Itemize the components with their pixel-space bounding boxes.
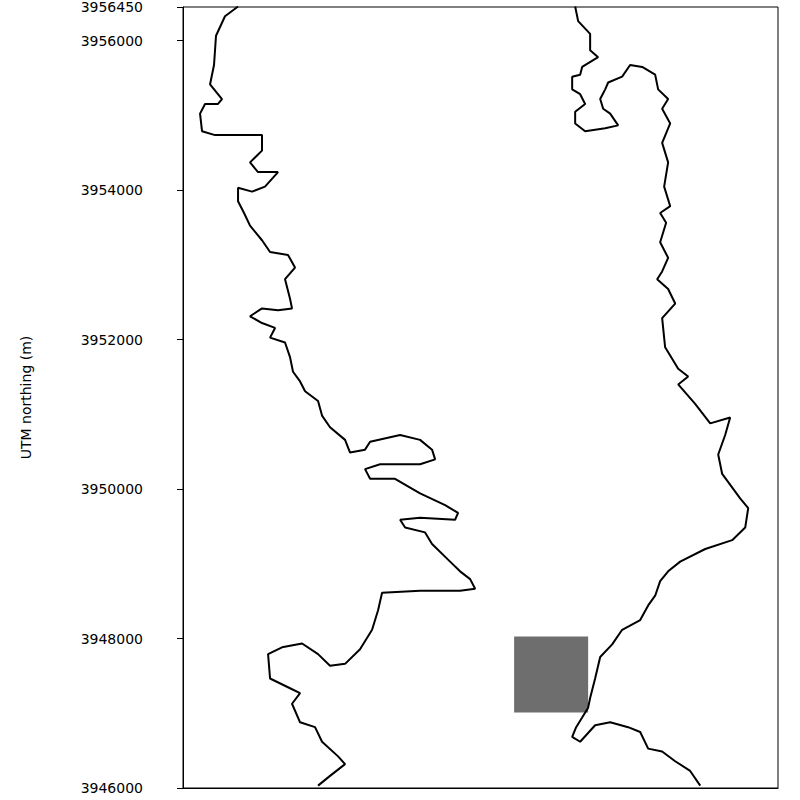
svg-text:UTM northing (m): UTM northing (m)	[18, 336, 34, 460]
svg-text:3950000: 3950000	[81, 481, 143, 497]
svg-text:3948000: 3948000	[81, 631, 143, 647]
svg-text:3946000: 3946000	[81, 780, 143, 796]
svg-text:3956000: 3956000	[81, 33, 143, 49]
svg-text:3952000: 3952000	[81, 332, 143, 348]
svg-text:3954000: 3954000	[81, 182, 143, 198]
svg-text:3956450: 3956450	[81, 0, 143, 15]
